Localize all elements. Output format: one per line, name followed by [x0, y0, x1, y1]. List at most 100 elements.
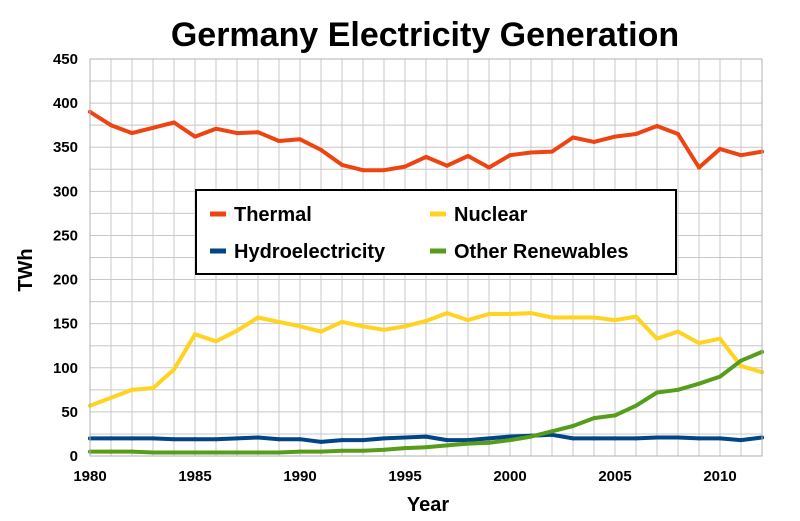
data-point-hydroelectricity [109, 436, 113, 441]
data-point-hydroelectricity [571, 436, 575, 441]
data-point-nuclear [382, 327, 386, 332]
data-point-hydroelectricity [340, 438, 344, 443]
data-point-nuclear [592, 315, 596, 320]
data-point-hydroelectricity [298, 437, 302, 442]
data-point-hydroelectricity [445, 438, 449, 443]
data-point-nuclear [109, 395, 113, 400]
data-point-other-renewables [424, 445, 428, 450]
data-point-thermal [193, 134, 197, 139]
data-point-thermal [256, 130, 260, 135]
data-point-hydroelectricity [655, 435, 659, 440]
y-tick-label: 200 [53, 272, 78, 289]
x-tick-label: 1980 [73, 468, 106, 485]
data-point-other-renewables [214, 450, 218, 455]
data-point-hydroelectricity [172, 437, 176, 442]
data-point-thermal [130, 131, 134, 136]
x-tick-label: 2010 [703, 468, 736, 485]
data-point-nuclear [634, 314, 638, 319]
data-point-other-renewables [151, 450, 155, 455]
x-axis-title: Year [407, 494, 449, 516]
data-point-other-renewables [571, 424, 575, 429]
data-point-thermal [403, 164, 407, 169]
x-tick-label: 2000 [493, 468, 526, 485]
y-tick-label: 100 [53, 360, 78, 377]
data-point-other-renewables [487, 440, 491, 445]
data-point-other-renewables [592, 416, 596, 421]
data-point-other-renewables [634, 403, 638, 408]
data-point-thermal [550, 149, 554, 154]
data-point-thermal [340, 162, 344, 167]
data-point-other-renewables [172, 450, 176, 455]
data-point-thermal [172, 120, 176, 125]
data-point-thermal [508, 153, 512, 158]
data-point-hydroelectricity [466, 438, 470, 443]
y-tick-label: 250 [53, 227, 78, 244]
data-point-thermal [109, 123, 113, 128]
y-tick-label: 50 [61, 404, 78, 421]
data-point-nuclear [424, 319, 428, 324]
data-point-hydroelectricity [487, 436, 491, 441]
data-point-nuclear [445, 311, 449, 316]
data-point-hydroelectricity [592, 436, 596, 441]
data-point-nuclear [235, 328, 239, 333]
data-point-other-renewables [298, 449, 302, 454]
y-tick-label: 300 [53, 183, 78, 200]
data-point-nuclear [403, 324, 407, 329]
legend-label-nuclear: Nuclear [454, 204, 528, 226]
x-tick-label: 1990 [283, 468, 316, 485]
chart-title: Germany Electricity Generation [171, 16, 679, 54]
data-point-other-renewables [676, 387, 680, 392]
data-point-other-renewables [739, 358, 743, 363]
data-point-hydroelectricity [256, 435, 260, 440]
data-point-nuclear [256, 315, 260, 320]
data-point-nuclear [151, 386, 155, 391]
data-point-other-renewables [655, 390, 659, 395]
y-tick-label: 450 [53, 51, 78, 68]
data-point-thermal [529, 150, 533, 155]
data-point-other-renewables [529, 434, 533, 439]
data-point-thermal [277, 139, 281, 144]
data-point-nuclear [214, 339, 218, 344]
data-point-thermal [214, 126, 218, 131]
data-point-thermal [592, 139, 596, 144]
series-lines [88, 109, 764, 455]
data-point-hydroelectricity [151, 436, 155, 441]
y-tick-label: 400 [53, 95, 78, 112]
plot-frame [89, 58, 763, 457]
data-point-thermal [424, 154, 428, 159]
data-point-hydroelectricity [508, 434, 512, 439]
legend-box [195, 189, 677, 275]
data-point-other-renewables [550, 429, 554, 434]
axes: 0 50 100 150 200 250 300 350 400 450 1980 1985 1990 1… [53, 51, 763, 485]
data-point-thermal [718, 146, 722, 151]
data-point-nuclear [361, 324, 365, 329]
data-point-hydroelectricity [235, 436, 239, 441]
data-point-thermal [319, 147, 323, 152]
data-point-nuclear [529, 311, 533, 316]
data-point-other-renewables [613, 413, 617, 418]
data-point-other-renewables [508, 438, 512, 443]
data-point-hydroelectricity [676, 435, 680, 440]
data-point-thermal [571, 135, 575, 140]
data-point-thermal [697, 165, 701, 170]
data-point-other-renewables [235, 450, 239, 455]
legend: Thermal Nuclear Hydroelectricity Other Rene… [195, 189, 677, 275]
data-point-nuclear [508, 311, 512, 316]
data-point-hydroelectricity [382, 436, 386, 441]
data-point-thermal [634, 131, 638, 136]
data-point-hydroelectricity [319, 439, 323, 444]
data-point-hydroelectricity [361, 438, 365, 443]
data-point-other-renewables [277, 450, 281, 455]
data-point-other-renewables [697, 381, 701, 386]
data-point-other-renewables [718, 374, 722, 379]
data-point-hydroelectricity [613, 436, 617, 441]
data-point-nuclear [340, 319, 344, 324]
data-point-nuclear [718, 336, 722, 341]
data-point-thermal [613, 134, 617, 139]
legend-label-hydroelectricity: Hydroelectricity [234, 241, 386, 263]
data-point-other-renewables [193, 450, 197, 455]
data-point-nuclear [739, 364, 743, 369]
data-point-nuclear [172, 367, 176, 372]
data-point-thermal [466, 154, 470, 159]
